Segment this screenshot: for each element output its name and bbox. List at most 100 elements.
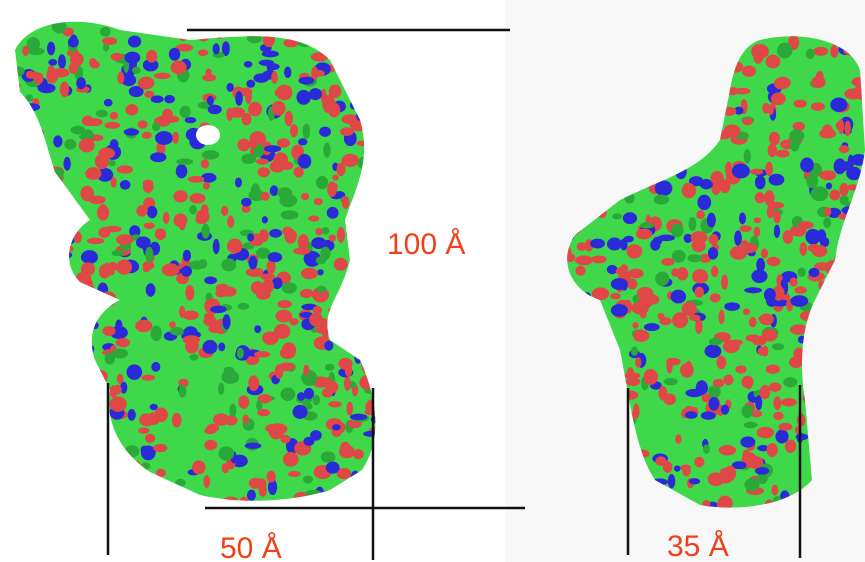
surface-patch <box>112 348 128 359</box>
surface-patch <box>215 31 224 40</box>
surface-patch <box>50 228 63 235</box>
surface-patch <box>325 461 340 474</box>
surface-patch <box>37 201 51 213</box>
surface-patch <box>765 161 773 177</box>
surface-patch <box>90 321 99 330</box>
surface-patch <box>839 195 849 205</box>
surface-patch <box>768 382 782 393</box>
surface-patch <box>635 357 642 368</box>
surface-patch <box>332 174 339 181</box>
surface-patch <box>376 265 391 274</box>
surface-patch <box>237 138 251 152</box>
surface-patch <box>58 205 71 220</box>
surface-patch <box>27 293 37 309</box>
surface-patch <box>315 227 323 236</box>
surface-patch <box>269 160 285 173</box>
surface-patch <box>99 203 107 217</box>
surface-patch <box>63 336 78 348</box>
surface-patch <box>1 337 8 350</box>
surface-patch <box>135 319 153 333</box>
surface-patch <box>340 127 354 137</box>
surface-patch <box>258 484 267 497</box>
surface-patch <box>192 460 206 475</box>
surface-patch <box>115 319 123 333</box>
surface-patch <box>0 327 9 337</box>
surface-patch <box>27 428 37 438</box>
surface-patch <box>36 193 49 205</box>
surface-patch <box>280 387 296 402</box>
surface-patch <box>838 145 850 154</box>
surface-patch <box>5 79 12 91</box>
surface-patch <box>365 304 376 318</box>
surface-patch <box>204 276 217 285</box>
surface-patch <box>15 477 19 488</box>
surface-patch <box>805 228 821 245</box>
surface-patch <box>206 95 214 106</box>
surface-patch <box>128 85 144 98</box>
surface-patch <box>245 267 264 278</box>
surface-patch <box>267 252 283 263</box>
surface-patch <box>72 513 80 527</box>
surface-patch <box>711 265 719 278</box>
surface-patch <box>95 109 108 118</box>
surface-patch <box>127 408 136 421</box>
surface-patch <box>18 494 35 501</box>
surface-patch <box>324 340 334 351</box>
surface-patch <box>359 292 374 302</box>
surface-patch <box>53 135 63 148</box>
surface-patch <box>24 362 38 371</box>
surface-patch <box>213 413 230 426</box>
surface-patch <box>718 445 737 456</box>
surface-patch <box>189 204 197 215</box>
surface-patch <box>702 444 710 454</box>
surface-patch <box>748 456 764 469</box>
surface-patch <box>116 259 133 275</box>
surface-patch <box>819 170 837 181</box>
surface-patch <box>24 409 36 424</box>
surface-patch <box>309 312 323 327</box>
surface-patch <box>301 192 310 201</box>
surface-patch <box>699 179 713 190</box>
surface-patch <box>121 74 137 87</box>
surface-patch <box>266 470 276 483</box>
surface-patch <box>151 361 161 372</box>
surface-patch <box>97 282 109 298</box>
surface-patch <box>248 139 258 149</box>
surface-patch <box>0 287 12 301</box>
surface-patch <box>207 104 222 115</box>
surface-patch <box>32 483 40 498</box>
surface-patch <box>282 451 299 467</box>
surface-patch <box>99 26 111 37</box>
surface-patch <box>182 249 192 262</box>
surface-patch <box>275 309 293 323</box>
surface-patch <box>333 257 348 271</box>
surface-patch <box>221 41 230 57</box>
surface-patch <box>279 21 290 30</box>
surface-patch <box>96 451 114 466</box>
surface-patch <box>42 281 51 293</box>
surface-patch <box>627 268 644 279</box>
surface-patch <box>117 71 125 85</box>
surface-patch <box>739 225 752 232</box>
surface-patch <box>155 468 166 478</box>
surface-patch <box>37 262 45 279</box>
surface-patch <box>47 407 58 421</box>
surface-patch <box>271 71 278 84</box>
surface-patch <box>226 82 234 92</box>
surface-patch <box>200 172 217 183</box>
surface-patch <box>15 462 22 473</box>
surface-patch <box>760 248 769 259</box>
surface-patch <box>371 279 376 291</box>
surface-patch <box>52 68 70 78</box>
surface-patch <box>162 212 170 224</box>
surface-patch <box>29 295 46 311</box>
surface-patch <box>789 356 803 369</box>
surface-patch <box>205 68 212 76</box>
surface-patch <box>762 103 770 114</box>
surface-patch <box>784 439 797 453</box>
surface-patch <box>238 395 250 409</box>
surface-patch <box>291 21 299 29</box>
surface-patch <box>30 201 46 213</box>
surface-patch <box>687 254 703 263</box>
